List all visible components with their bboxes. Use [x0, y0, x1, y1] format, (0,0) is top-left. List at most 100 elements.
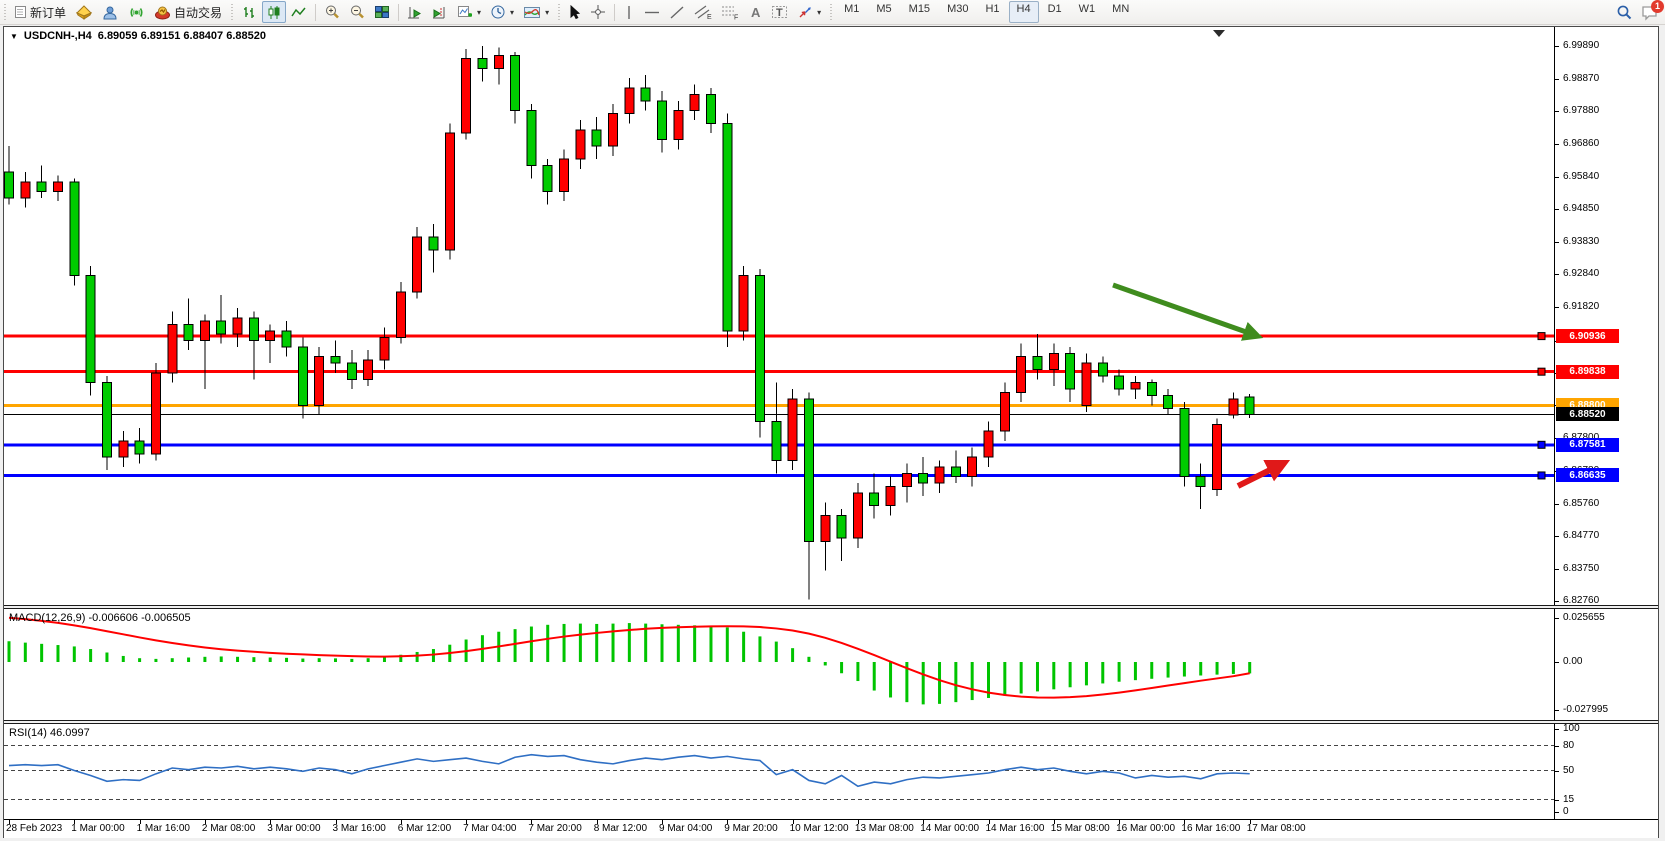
axis-tick-label: 0.025655 [1563, 611, 1605, 623]
chart-shift-button[interactable] [428, 1, 452, 23]
candle-body [608, 113, 619, 147]
red-up-arrow[interactable] [1236, 459, 1291, 489]
arrows-button[interactable]: ▾ [793, 1, 825, 23]
candlestick-chart-button[interactable] [262, 1, 287, 23]
new-order-icon [14, 5, 27, 19]
candle-body [428, 236, 439, 251]
timeframe-mn[interactable]: MN [1112, 3, 1130, 15]
candle-body [934, 466, 945, 484]
autotrade-button[interactable]: 自动交易 [150, 1, 226, 23]
time-label: 7 Mar 04:00 [463, 823, 517, 834]
templates-button[interactable]: ▾ [519, 1, 553, 23]
candle-body [983, 430, 994, 458]
time-tick [596, 820, 598, 824]
timeframe-h4[interactable]: H4 [1008, 1, 1039, 23]
crosshair-button[interactable] [586, 1, 610, 23]
level-handle[interactable] [1537, 440, 1546, 449]
time-tick [400, 820, 402, 824]
toolbar-grip[interactable] [229, 4, 235, 20]
timeframe-m15[interactable]: M15 [908, 3, 931, 15]
timeframe-h1[interactable]: H1 [985, 3, 1000, 15]
level-handle[interactable] [1537, 367, 1546, 376]
rsi-line [8, 753, 1250, 788]
price-badge-6.87581: 6.87581 [1556, 437, 1619, 452]
chart-shift-marker-icon[interactable] [1213, 30, 1225, 37]
periods-button[interactable]: ▾ [486, 1, 518, 23]
timeframe-d1[interactable]: D1 [1047, 3, 1062, 15]
notification-badge: 1 [1651, 0, 1664, 13]
candle-body [542, 165, 553, 192]
toolbar-grip[interactable] [2, 4, 7, 20]
time-tick [204, 820, 206, 824]
rsi-chart[interactable] [4, 725, 1554, 819]
signal-button[interactable] [124, 1, 149, 23]
green-down-arrow[interactable] [1112, 282, 1264, 341]
level-handle[interactable] [1537, 332, 1546, 341]
time-axis[interactable]: 28 Feb 2023 1 Mar 00:00 1 Mar 16:00 2 Mar 0… [4, 819, 1658, 838]
price-axis[interactable]: 6.99890 6.98870 6.97880 6.96860 6.95840 6.948… [1555, 27, 1658, 606]
time-label: 14 Mar 16:00 [985, 823, 1045, 834]
cursor-button[interactable] [564, 1, 585, 23]
bar-chart-button[interactable] [237, 1, 261, 23]
panel-separator[interactable] [4, 605, 1658, 609]
line-chart-button[interactable] [287, 1, 311, 23]
time-label: 7 Mar 20:00 [528, 823, 582, 834]
timeframe-m5[interactable]: M5 [876, 3, 892, 15]
macd-chart[interactable] [4, 610, 1554, 720]
candle-body [412, 236, 423, 293]
auto-scroll-button[interactable] [403, 1, 427, 23]
zoom-in-button[interactable] [320, 1, 344, 23]
label-button[interactable]: T [767, 1, 792, 23]
chart-menu-icon[interactable]: ▼ [10, 31, 18, 41]
candle-body [1163, 395, 1174, 410]
candle-body [689, 93, 700, 111]
candle-body [379, 336, 390, 361]
timeframe-m30[interactable]: M30 [947, 3, 969, 15]
timeframe-w1[interactable]: W1 [1078, 3, 1096, 15]
time-label: 14 Mar 00:00 [920, 823, 980, 834]
time-tick [662, 820, 663, 824]
candle-body [36, 181, 47, 192]
new-order-button[interactable]: 新订单 [10, 1, 70, 23]
candle-body [950, 466, 961, 478]
community-button[interactable] [98, 1, 123, 23]
fibonacci-button[interactable]: F [717, 1, 743, 23]
zoom-out-button[interactable] [345, 1, 369, 23]
timeframe-m1[interactable]: M1 [844, 3, 860, 15]
channel-button[interactable]: E [690, 1, 716, 23]
time-label: 6 Mar 12:00 [397, 823, 452, 834]
time-tick [139, 820, 141, 824]
vertical-line-icon [623, 5, 635, 20]
text-button[interactable]: A [744, 1, 766, 23]
tile-windows-button[interactable] [370, 1, 394, 23]
candle-body [150, 372, 161, 455]
main-chart[interactable] [4, 27, 1554, 605]
axis-tick-label: 6.94850 [1563, 203, 1600, 215]
toolbar-grip[interactable] [556, 4, 562, 20]
axis-tick [1555, 307, 1559, 309]
arrows-icon [797, 5, 813, 20]
toolbar-grip[interactable] [828, 4, 834, 20]
panel-separator[interactable] [4, 720, 1658, 724]
candle-body [85, 275, 96, 384]
vertical-line-button[interactable] [619, 1, 639, 23]
candle-body [591, 129, 602, 147]
chevron-down-icon: ▾ [510, 7, 515, 17]
level-handle[interactable] [1537, 471, 1546, 480]
time-tick [792, 820, 794, 824]
svg-text:F: F [734, 15, 738, 21]
axis-tick-label: 6.95840 [1563, 171, 1600, 183]
candle-body [1032, 356, 1043, 371]
candle-body [69, 181, 80, 277]
time-tick [74, 820, 76, 824]
gold-button[interactable] [71, 1, 97, 23]
horizontal-line-button[interactable] [640, 1, 664, 23]
add-indicator-button[interactable]: ▾ [453, 1, 485, 23]
time-tick [335, 820, 337, 824]
trendline-button[interactable] [665, 1, 689, 23]
rsi-label: RSI(14) 46.0997 [9, 727, 90, 739]
chat-button[interactable]: 1 [1641, 0, 1664, 21]
toolbar-separator [315, 3, 317, 21]
axis-tick-label: 100 [1563, 723, 1580, 734]
search-icon[interactable] [1616, 4, 1633, 21]
